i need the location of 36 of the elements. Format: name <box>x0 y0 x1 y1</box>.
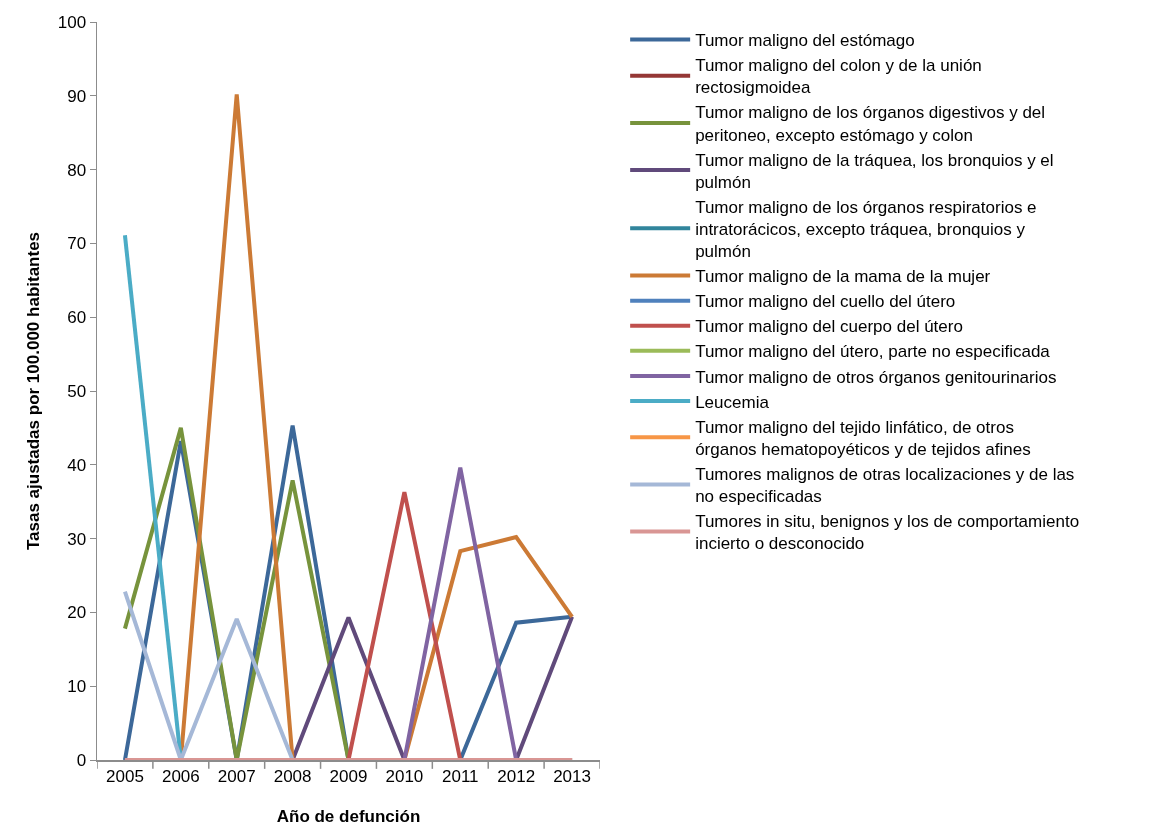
y-tick-label: 0 <box>76 750 87 770</box>
y-tick-label: 70 <box>67 234 87 254</box>
y-tick-label: 90 <box>67 86 87 106</box>
legend-label: Tumores malignos de otras localizaciones y de las no especificadas <box>695 464 1075 507</box>
y-tick-label: 100 <box>57 12 87 32</box>
y-tick-label: 50 <box>67 381 87 401</box>
x-tick-label: 2006 <box>161 766 200 786</box>
x-axis-title: Año de defunción <box>276 806 421 826</box>
legend-label: Tumor maligno de la tráquea, los bronquios y el pulmón <box>695 150 1054 192</box>
x-tick-label: 2008 <box>273 766 312 786</box>
legend-label: Leucemia <box>695 392 770 412</box>
x-tick-label: 2010 <box>385 766 424 786</box>
y-tick-label: 60 <box>67 308 87 328</box>
x-tick-label: 2007 <box>217 766 256 786</box>
x-tick-label: 2013 <box>553 766 591 786</box>
y-tick-label: 10 <box>67 677 87 697</box>
legend-label: Tumor maligno del estómago <box>695 31 915 51</box>
legend-label: Tumor maligno de otros órganos genitourinarios <box>695 367 1057 387</box>
legend-label: Tumor maligno del cuerpo del útero <box>695 317 963 337</box>
x-tick-label: 2011 <box>442 766 479 786</box>
y-tick-label: 20 <box>67 603 87 623</box>
legend-label: Tumor maligno de los órganos respiratorios e intratorácicos, excepto tráquea, bronquios y pulmón <box>695 197 1037 262</box>
legend-label: Tumor maligno de los órganos digestivos y del peritoneo, excepto estómago y colon <box>695 103 1046 145</box>
legend-label: Tumor maligno del útero, parte no especificada <box>695 342 1051 362</box>
legend-label: Tumor maligno del colon y de la unión rectosigmoidea <box>695 56 982 98</box>
y-tick-label: 40 <box>67 455 87 475</box>
y-axis-title: Tasas ajustadas por 100.000 habitantes <box>23 231 43 551</box>
legend-label: Tumor maligno del cuello del útero <box>695 292 956 312</box>
x-tick-label: 2009 <box>329 766 368 786</box>
legend-label: Tumores in situ, benignos y los de comportamiento incierto o desconocido <box>695 512 1080 554</box>
y-tick-label: 30 <box>67 529 87 549</box>
legend-label: Tumor maligno del tejido linfático, de otros órganos hematopoyéticos y de tejidos afines <box>695 417 1031 459</box>
x-tick-label: 2012 <box>497 766 536 786</box>
legend-label: Tumor maligno de la mama de la mujer <box>695 267 991 287</box>
x-tick-label: 2005 <box>106 766 144 786</box>
y-tick-label: 80 <box>67 160 87 180</box>
